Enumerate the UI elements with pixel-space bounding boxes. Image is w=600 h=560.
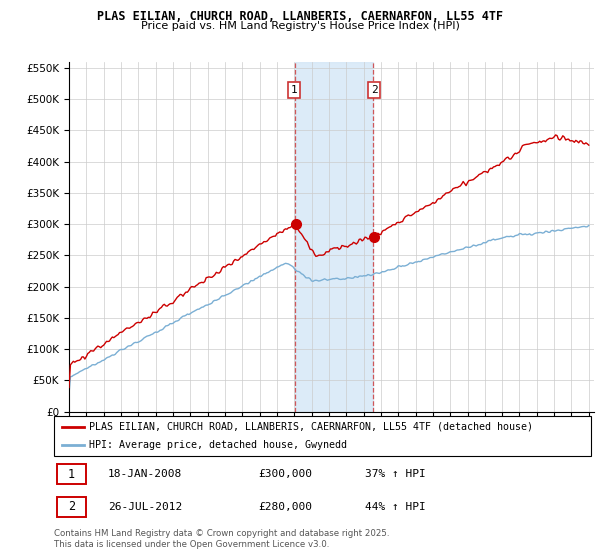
Text: 2: 2 <box>371 85 377 95</box>
Text: 26-JUL-2012: 26-JUL-2012 <box>108 502 182 512</box>
Text: PLAS EILIAN, CHURCH ROAD, LLANBERIS, CAERNARFON, LL55 4TF (detached house): PLAS EILIAN, CHURCH ROAD, LLANBERIS, CAE… <box>89 422 533 432</box>
Bar <box>56 497 86 517</box>
Text: 44% ↑ HPI: 44% ↑ HPI <box>365 502 426 512</box>
Text: PLAS EILIAN, CHURCH ROAD, LLANBERIS, CAERNARFON, LL55 4TF: PLAS EILIAN, CHURCH ROAD, LLANBERIS, CAE… <box>97 10 503 23</box>
Text: Price paid vs. HM Land Registry's House Price Index (HPI): Price paid vs. HM Land Registry's House … <box>140 21 460 31</box>
Text: 1: 1 <box>68 468 75 480</box>
Bar <box>295 62 373 412</box>
Text: 2: 2 <box>68 500 75 514</box>
Bar <box>56 464 86 484</box>
Text: £300,000: £300,000 <box>258 469 312 479</box>
Text: 18-JAN-2008: 18-JAN-2008 <box>108 469 182 479</box>
Text: HPI: Average price, detached house, Gwynedd: HPI: Average price, detached house, Gwyn… <box>89 440 347 450</box>
Text: 1: 1 <box>291 85 298 95</box>
Text: 37% ↑ HPI: 37% ↑ HPI <box>365 469 426 479</box>
Text: £280,000: £280,000 <box>258 502 312 512</box>
Text: Contains HM Land Registry data © Crown copyright and database right 2025.
This d: Contains HM Land Registry data © Crown c… <box>54 529 389 549</box>
